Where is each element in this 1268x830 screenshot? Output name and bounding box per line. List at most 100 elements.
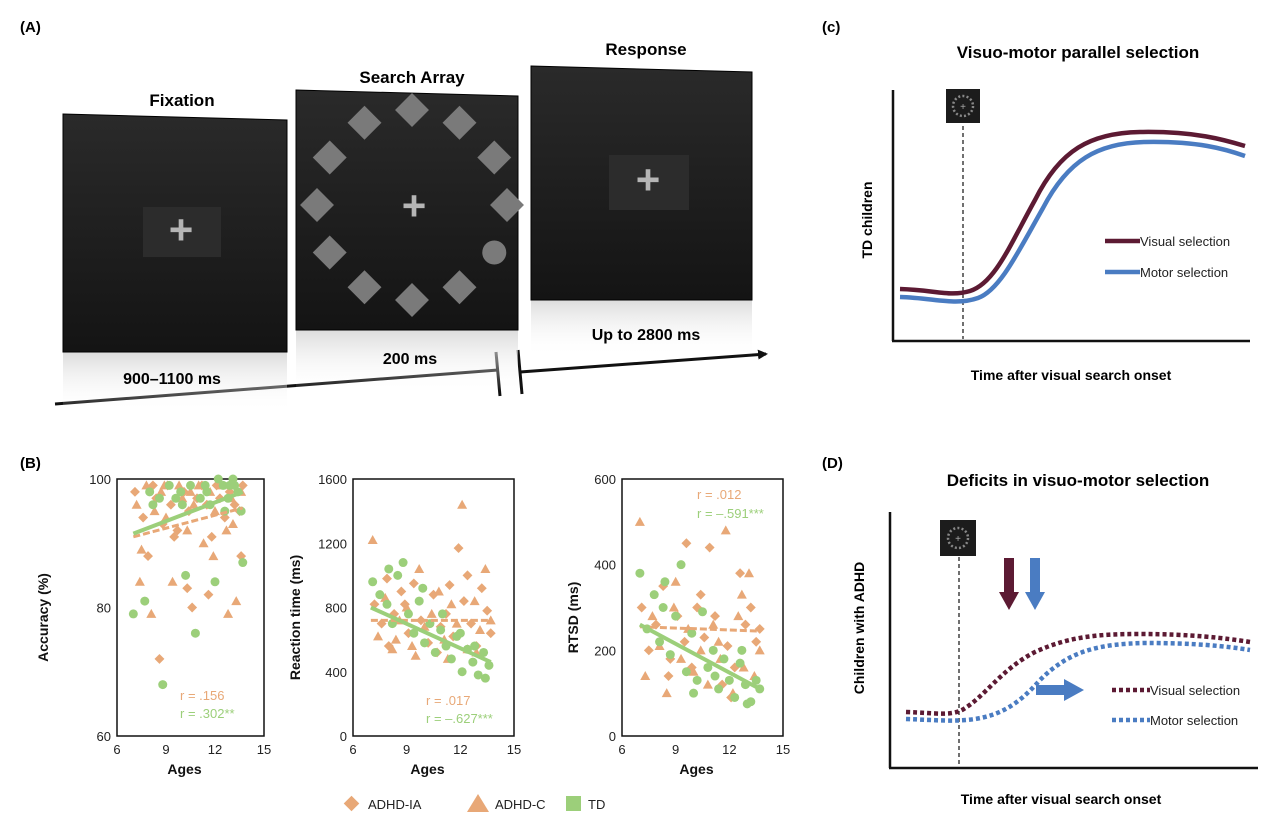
search-array-monitor	[295, 89, 519, 331]
panel-c-title: Visuo-motor parallel selection	[957, 43, 1199, 62]
search-distractor-diamond	[347, 270, 382, 305]
point-adhd-c	[720, 525, 731, 535]
point-td	[470, 641, 480, 651]
panel-d-motor-curve	[905, 640, 1251, 723]
point-adhd-c	[414, 563, 425, 573]
point-td	[236, 506, 246, 516]
panel-a-label: (A)	[20, 19, 41, 36]
point-adhd-c	[733, 611, 744, 621]
point-td	[418, 583, 428, 593]
fit-line-td	[132, 489, 244, 536]
point-adhd-ia	[695, 589, 706, 600]
correlation-annotation: r = –.591***	[697, 506, 764, 521]
point-td	[735, 658, 745, 668]
point-td	[751, 675, 761, 685]
point-adhd-c	[702, 679, 713, 689]
search-array-screen: Search Array + 200 ms	[295, 68, 524, 392]
point-td	[681, 667, 691, 677]
svg-text:+: +	[960, 102, 966, 113]
point-adhd-c	[744, 568, 755, 578]
point-td	[687, 628, 697, 638]
point-adhd-ia	[704, 542, 715, 553]
point-td	[724, 675, 734, 685]
point-td	[655, 637, 665, 647]
fit-line-adhd	[132, 506, 244, 539]
point-adhd-c	[668, 602, 679, 612]
point-td	[181, 570, 191, 580]
panel-c-visual-curve	[899, 129, 1246, 296]
point-adhd-c	[182, 525, 193, 535]
point-adhd-c	[670, 576, 681, 586]
point-adhd-c	[407, 641, 418, 651]
point-td	[710, 671, 720, 681]
point-adhd-c	[736, 589, 747, 599]
legend-marker-adhd-ia	[343, 795, 360, 812]
point-td	[480, 673, 490, 683]
point-adhd-c	[174, 480, 185, 490]
y-tick-label: 0	[609, 729, 616, 744]
point-adhd-c	[198, 538, 209, 548]
panel-b-label: (B)	[20, 455, 41, 472]
point-td	[414, 596, 424, 606]
point-adhd-ia	[444, 580, 455, 590]
point-td	[730, 692, 740, 702]
point-td	[437, 609, 447, 619]
fixation-title: Fixation	[149, 91, 214, 110]
panel-d: (D) Deficits in visuo-motor selection Ch…	[822, 455, 1258, 807]
point-adhd-c	[695, 645, 706, 655]
point-adhd-ia	[206, 531, 217, 542]
panel-c-xlabel: Time after visual search onset	[971, 367, 1172, 383]
point-adhd-c	[433, 586, 444, 596]
point-adhd-c	[208, 551, 219, 561]
x-axis-label: Ages	[167, 761, 201, 777]
y-axis-label: Reaction time (ms)	[287, 555, 303, 680]
point-adhd-ia	[710, 611, 720, 622]
visual-delay-arrow-icon	[999, 558, 1019, 610]
point-adhd-c	[231, 596, 242, 606]
point-adhd-ia	[699, 632, 710, 643]
panel-d-legend-visual-label: Visual selection	[1150, 683, 1240, 698]
point-td	[368, 577, 378, 587]
y-tick-label: 1600	[318, 472, 347, 487]
point-adhd-ia	[154, 653, 165, 664]
point-adhd-c	[446, 599, 457, 609]
point-td	[145, 487, 155, 497]
search-distractor-diamond	[312, 235, 347, 270]
point-adhd-ia	[745, 602, 756, 613]
point-adhd-ia	[187, 602, 198, 613]
point-td	[218, 480, 228, 490]
point-td	[393, 570, 403, 580]
search-array-title: Search Array	[359, 68, 465, 87]
point-td	[382, 599, 392, 609]
fixation-duration: 900–1100 ms	[123, 371, 221, 388]
point-td	[195, 493, 205, 503]
point-td	[202, 487, 212, 497]
point-td	[455, 628, 465, 638]
y-tick-label: 200	[594, 643, 616, 658]
point-adhd-ia	[735, 568, 746, 579]
point-adhd-c	[146, 608, 157, 618]
point-td	[403, 609, 413, 619]
search-distractor-diamond	[477, 140, 512, 175]
point-td	[398, 558, 408, 568]
point-td	[719, 654, 729, 664]
point-td	[186, 480, 195, 490]
point-td	[213, 474, 223, 484]
point-td	[692, 675, 702, 685]
motor-delay-arrow-icon	[1025, 558, 1045, 610]
point-td	[436, 625, 446, 635]
point-td	[384, 564, 394, 574]
point-adhd-c	[373, 631, 384, 641]
point-td	[660, 577, 670, 587]
scatter-plot-1: 60 80 100 6 9 12 15 Ages Accuracy (%) r = .156 r =…	[35, 472, 271, 777]
panel-c-stimulus-icon: +	[946, 89, 980, 123]
y-tick-label: 400	[325, 665, 347, 680]
panel-d-stimulus-icon: +	[940, 520, 976, 556]
point-adhd-c	[419, 621, 430, 631]
point-td	[676, 560, 686, 570]
search-target-circle	[482, 240, 507, 265]
search-array-cross: +	[402, 182, 427, 229]
x-tick-label: 9	[162, 742, 169, 757]
legend-marker-td	[566, 796, 581, 811]
